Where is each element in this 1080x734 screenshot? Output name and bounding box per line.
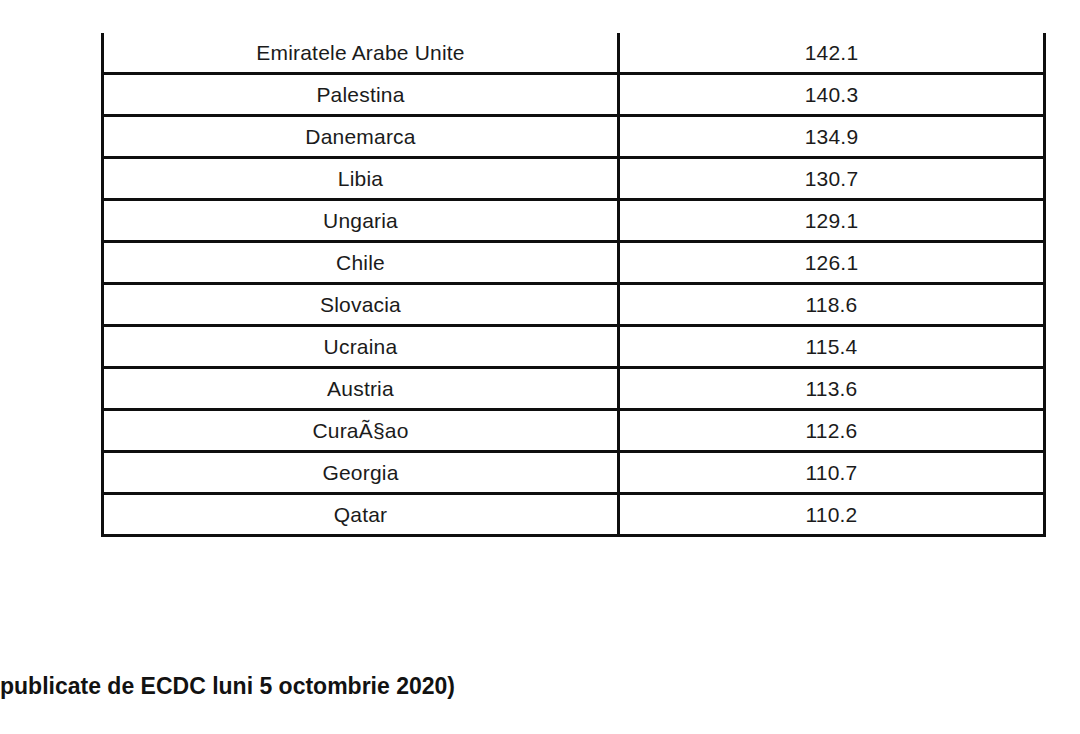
value-cell: 118.6 (619, 284, 1045, 326)
value-cell: 126.1 (619, 242, 1045, 284)
table-row: Libia 130.7 (103, 158, 1045, 200)
table-row: Danemarca 134.9 (103, 116, 1045, 158)
country-cell: CuraÃ§ao (103, 410, 619, 452)
value-cell: 112.6 (619, 410, 1045, 452)
country-cell: Emiratele Arabe Unite (103, 33, 619, 74)
value-cell: 110.7 (619, 452, 1045, 494)
table-row: Georgia 110.7 (103, 452, 1045, 494)
value-cell: 129.1 (619, 200, 1045, 242)
value-cell: 113.6 (619, 368, 1045, 410)
value-cell: 142.1 (619, 33, 1045, 74)
country-cell: Austria (103, 368, 619, 410)
document-page: Emiratele Arabe Unite 142.1 Palestina 14… (0, 0, 1080, 734)
table-row: Chile 126.1 (103, 242, 1045, 284)
value-cell: 140.3 (619, 74, 1045, 116)
country-cell: Palestina (103, 74, 619, 116)
country-cell: Danemarca (103, 116, 619, 158)
table-row: Qatar 110.2 (103, 494, 1045, 536)
table-row: Ucraina 115.4 (103, 326, 1045, 368)
table-row: CuraÃ§ao 112.6 (103, 410, 1045, 452)
table-row: Palestina 140.3 (103, 74, 1045, 116)
table-row: Slovacia 118.6 (103, 284, 1045, 326)
country-cell: Ungaria (103, 200, 619, 242)
table-row: Ungaria 129.1 (103, 200, 1045, 242)
country-cell: Georgia (103, 452, 619, 494)
value-cell: 134.9 (619, 116, 1045, 158)
table-row: Emiratele Arabe Unite 142.1 (103, 33, 1045, 74)
country-cell: Chile (103, 242, 619, 284)
value-cell: 115.4 (619, 326, 1045, 368)
value-cell: 130.7 (619, 158, 1045, 200)
country-cell: Qatar (103, 494, 619, 536)
country-value-table: Emiratele Arabe Unite 142.1 Palestina 14… (101, 33, 1046, 537)
country-cell: Ucraina (103, 326, 619, 368)
country-cell: Libia (103, 158, 619, 200)
country-cell: Slovacia (103, 284, 619, 326)
table-row: Austria 113.6 (103, 368, 1045, 410)
caption-text: publicate de ECDC luni 5 octombrie 2020) (0, 673, 455, 700)
value-cell: 110.2 (619, 494, 1045, 536)
